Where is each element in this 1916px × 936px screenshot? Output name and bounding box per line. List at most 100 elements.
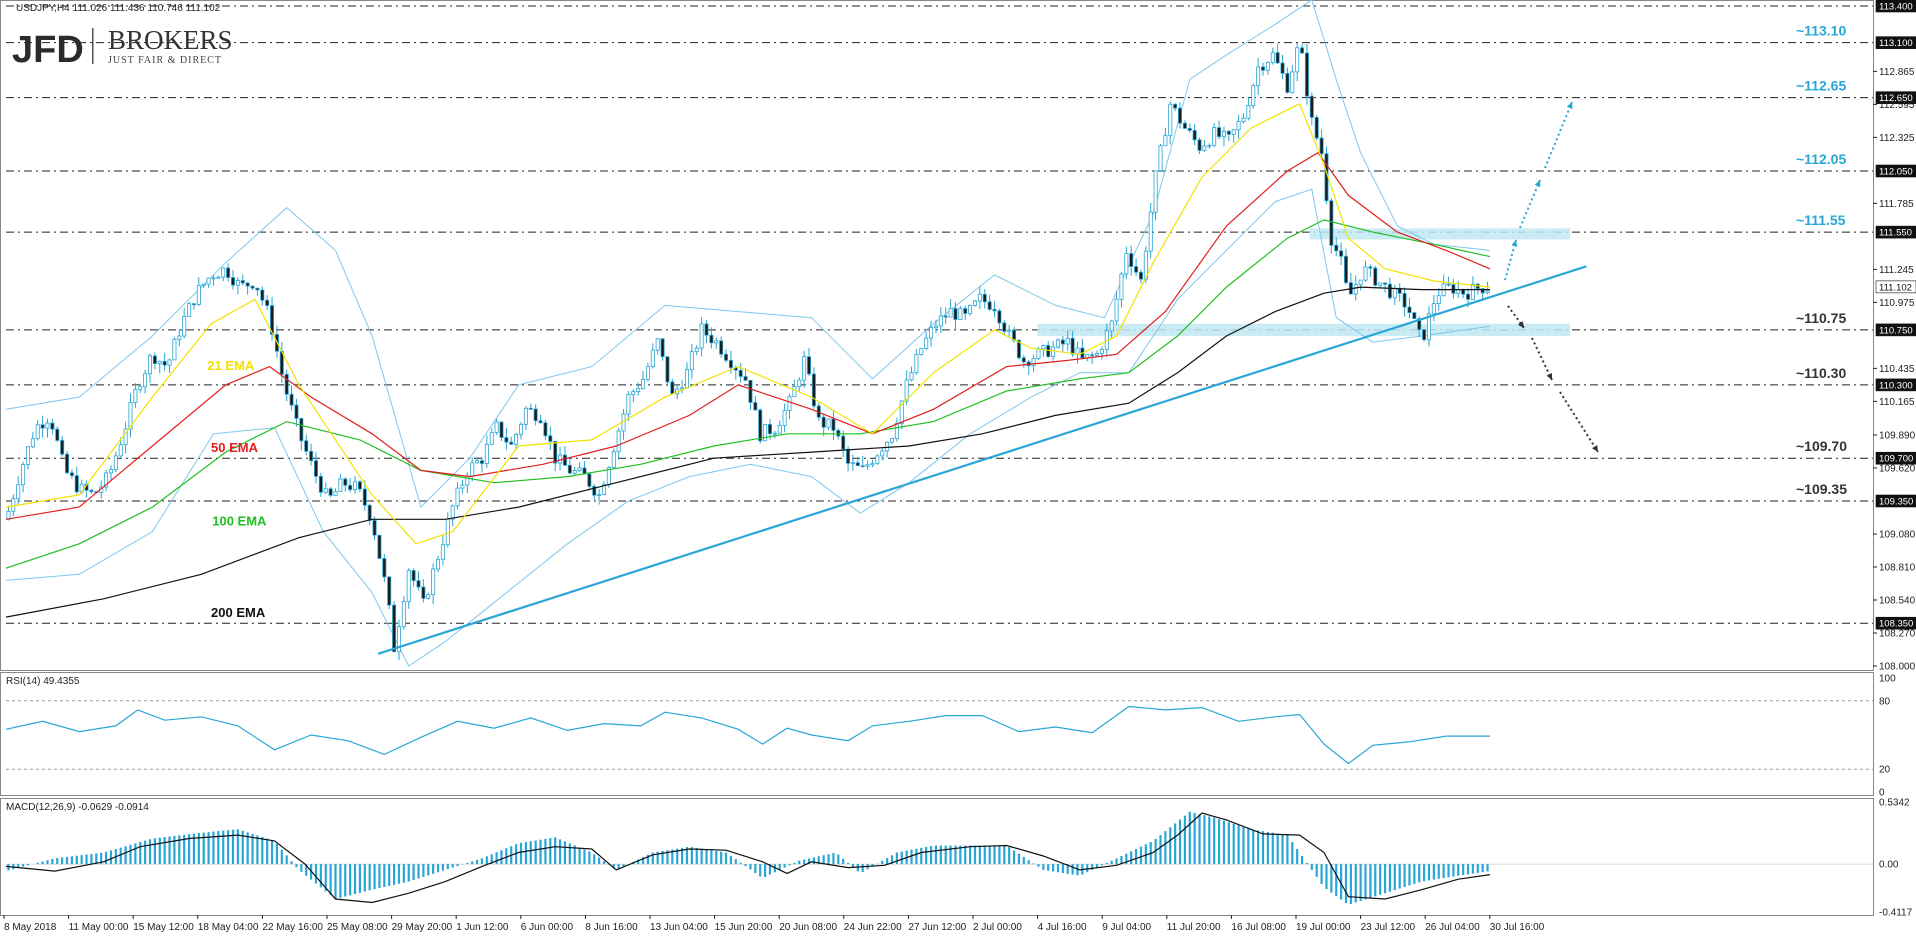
- macd-bar: [427, 864, 430, 876]
- candle-body: [1412, 312, 1417, 320]
- macd-bar: [329, 864, 332, 896]
- macd-bar: [275, 843, 279, 865]
- candle-body: [1031, 358, 1036, 367]
- candle-body: [289, 393, 294, 406]
- y-tick-label: 108.540: [1879, 596, 1916, 607]
- candle-body: [709, 334, 714, 344]
- candle-body: [1363, 266, 1368, 281]
- candle-body: [601, 484, 606, 495]
- y-tick-label: 109.620: [1879, 464, 1916, 475]
- macd-bar: [1418, 864, 1421, 883]
- candle-body: [519, 423, 524, 435]
- candle-body: [577, 467, 582, 471]
- macd-bar: [842, 858, 845, 865]
- y-tick-label: 112.595: [1879, 100, 1915, 111]
- candle-body: [1251, 85, 1256, 106]
- candle-body: [460, 484, 465, 489]
- candle-body: [1422, 329, 1427, 341]
- macd-tick-label: -0.4117: [1879, 908, 1913, 919]
- candle-body: [860, 465, 865, 468]
- macd-bar: [109, 850, 113, 865]
- macd-bar: [1056, 864, 1060, 873]
- x-tick-label: 13 Jun 04:00: [650, 922, 708, 933]
- macd-bar: [46, 860, 49, 865]
- candle-body: [45, 422, 50, 429]
- price-tag: 109.700: [1879, 454, 1913, 465]
- candle-body: [235, 280, 240, 286]
- candle-body: [758, 409, 763, 442]
- macd-bar: [1462, 864, 1465, 876]
- macd-bar: [1422, 864, 1426, 882]
- candle-body: [1319, 137, 1324, 155]
- candle-body: [1329, 200, 1334, 246]
- macd-bar: [441, 864, 445, 871]
- candle-body: [1168, 103, 1173, 136]
- macd-bar: [168, 836, 171, 865]
- macd-bar: [1442, 864, 1445, 879]
- candle-body: [1392, 287, 1397, 299]
- candle-body: [1451, 284, 1456, 294]
- candle-body: [1138, 271, 1143, 280]
- candle-body: [641, 378, 646, 389]
- candle-body: [919, 348, 924, 355]
- macd-bar: [676, 848, 679, 865]
- macd-bar: [349, 864, 352, 896]
- macd-bar: [1139, 846, 1143, 865]
- macd-bar: [187, 834, 191, 865]
- macd-bar: [803, 859, 806, 865]
- candle-body: [177, 335, 182, 340]
- candle-body: [1075, 347, 1080, 355]
- candle-body: [35, 424, 40, 440]
- macd-bar: [778, 864, 781, 870]
- macd-bar: [207, 832, 210, 865]
- bollinger-lower: [5, 188, 1491, 667]
- macd-bar: [671, 849, 674, 865]
- candle-body: [1129, 253, 1134, 267]
- price-tag-bg: [1875, 494, 1916, 508]
- macd-bar: [822, 855, 825, 865]
- candle-body: [724, 353, 729, 361]
- macd-label: MACD(12,26,9) -0.0629 -0.0914: [6, 802, 149, 813]
- candle-body: [1275, 52, 1280, 64]
- y-tick-label: 112.865: [1879, 67, 1915, 78]
- candle-body: [406, 570, 411, 603]
- macd-bar: [1437, 864, 1440, 879]
- candle-body: [1021, 357, 1026, 363]
- candle-body: [694, 347, 699, 352]
- candle-body: [372, 519, 377, 536]
- candle-body: [1114, 298, 1119, 322]
- macd-bar: [1061, 864, 1064, 874]
- macd-tick-label: 0.00: [1879, 860, 1899, 871]
- x-tick-label: 15 Jun 20:00: [715, 922, 773, 933]
- macd-bar: [1086, 864, 1089, 873]
- macd-bar: [485, 856, 488, 865]
- candle-body: [362, 488, 367, 506]
- candle-body: [1470, 283, 1475, 300]
- y-tick-label: 111.785: [1879, 199, 1914, 210]
- macd-bar: [373, 864, 376, 890]
- macd-bar: [1051, 864, 1055, 872]
- macd-bar: [353, 864, 357, 895]
- candle-body: [689, 351, 694, 371]
- macd-bar: [1208, 816, 1211, 865]
- macd-bar: [573, 845, 576, 865]
- macd-bar: [1115, 858, 1118, 865]
- macd-bar: [144, 840, 147, 865]
- macd-bar: [729, 855, 733, 865]
- macd-bar: [70, 856, 74, 865]
- candle-body: [626, 394, 631, 415]
- macd-bar: [944, 845, 947, 865]
- macd-bar: [661, 850, 664, 865]
- candle-body: [943, 315, 948, 318]
- macd-bar: [1315, 864, 1318, 877]
- macd-bar: [622, 864, 625, 867]
- candle-body: [616, 430, 621, 453]
- y-tick-label: 108.810: [1879, 563, 1916, 574]
- candle-body: [25, 446, 30, 466]
- candle-body: [528, 407, 533, 410]
- candle-body: [104, 472, 109, 488]
- candle-body: [1119, 273, 1124, 300]
- candle-body: [499, 421, 504, 438]
- candle-body: [172, 338, 177, 361]
- macd-bar: [173, 835, 176, 865]
